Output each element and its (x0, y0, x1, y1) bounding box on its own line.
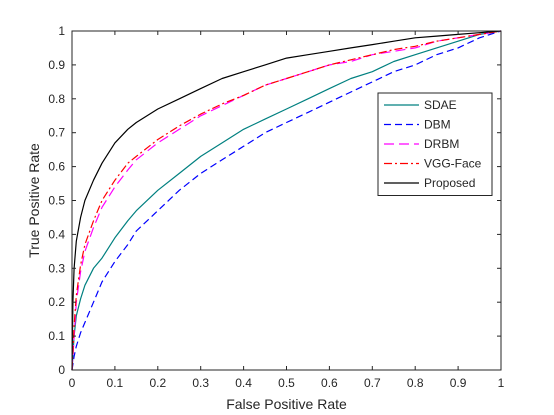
series-layer (71, 30, 502, 371)
y-tick-label: 0.6 (48, 160, 65, 174)
y-tick-label: 0.3 (48, 261, 65, 275)
y-tick-label: 0 (58, 363, 65, 377)
x-tick-label: 1 (498, 376, 505, 390)
x-tick-label: 0.3 (192, 376, 209, 390)
legend-label: DBM (424, 118, 451, 132)
series-line-proposed (71, 30, 502, 371)
y-tick-label: 0.4 (48, 227, 65, 241)
x-tick-label: 0.2 (149, 376, 166, 390)
x-tick-label: 0.4 (235, 376, 252, 390)
x-tick-label: 0.9 (450, 376, 467, 390)
legend-box (377, 92, 493, 196)
legend-label: VGG-Face (424, 157, 482, 171)
y-tick-label: 1 (58, 24, 65, 38)
plot-area (72, 31, 501, 370)
x-tick-label: 0 (69, 376, 76, 390)
x-tick-label: 0.7 (364, 376, 381, 390)
legend-label: SDAE (424, 98, 457, 112)
y-tick-label: 0.5 (48, 194, 65, 208)
series-line-vgg-face (71, 30, 502, 371)
series-line-dbm (71, 30, 502, 371)
y-tick-label: 0.9 (48, 58, 65, 72)
y-tick-label: 0.1 (48, 329, 65, 343)
legend-label: DRBM (424, 137, 459, 151)
y-tick-label: 0.7 (48, 126, 65, 140)
x-axis: 0 0.1 0.2 0.3 0.4 0.5 0.6 0.7 0.8 0.9 1 (69, 31, 505, 390)
x-axis-label: False Positive Rate (226, 396, 347, 412)
y-tick-label: 0.8 (48, 92, 65, 106)
legend-label: Proposed (424, 176, 475, 190)
series-line-drbm (71, 30, 502, 371)
y-tick-label: 0.2 (48, 295, 65, 309)
x-tick-label: 0.1 (107, 376, 124, 390)
x-tick-label: 0.6 (321, 376, 338, 390)
legend: SDAE DBM DRBM VGG-Face Proposed (377, 92, 493, 196)
series-line-sdae (71, 30, 502, 371)
y-axis: 0 0.1 0.2 0.3 0.4 0.5 0.6 0.7 0.8 0.9 1 (48, 24, 501, 377)
x-tick-label: 0.5 (278, 376, 295, 390)
x-tick-label: 0.8 (407, 376, 424, 390)
y-axis-label: True Positive Rate (26, 143, 42, 258)
